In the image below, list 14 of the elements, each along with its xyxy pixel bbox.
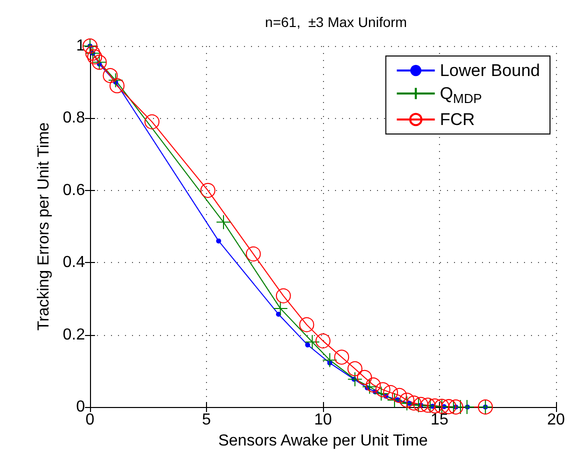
y-tick-label: 0.6: [62, 182, 86, 199]
legend-label: FCR: [440, 110, 475, 129]
y-tick-label: 0.8: [62, 110, 86, 127]
y-axis-title: Tracking Errors per Unit Time: [35, 122, 52, 331]
x-tick-label: 15: [430, 412, 448, 428]
chart-title: n=61, ±3 Max Uniform: [265, 14, 407, 30]
x-axis-title: Sensors Awake per Unit Time: [218, 432, 428, 450]
legend-label: Lower Bound: [440, 61, 540, 80]
y-tick-label: 0: [76, 398, 86, 416]
x-tick-label: 20: [547, 412, 565, 428]
y-tick-label: 0.2: [62, 326, 86, 344]
x-tick-label: 5: [202, 412, 212, 428]
x-tick-label: 10: [314, 412, 332, 428]
y-tick-label: 0.4: [62, 254, 86, 272]
